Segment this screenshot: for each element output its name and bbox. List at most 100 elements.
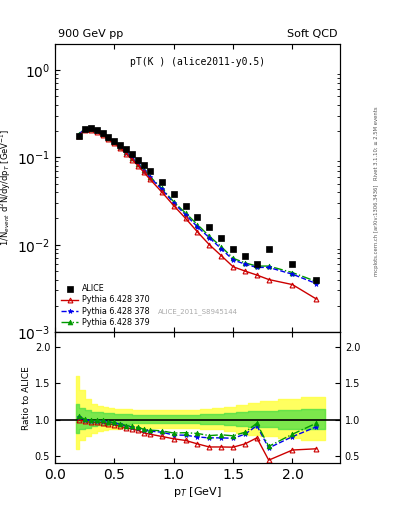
Legend: ALICE, Pythia 6.428 370, Pythia 6.428 378, Pythia 6.428 379: ALICE, Pythia 6.428 370, Pythia 6.428 37… [59,283,151,328]
Line: Pythia 6.428 378: Pythia 6.428 378 [76,126,319,286]
Pythia 6.428 378 [100,131,105,137]
Pythia 6.428 379 [231,255,235,261]
Pythia 6.428 370 [231,264,235,270]
Pythia 6.428 379 [83,126,87,132]
ALICE [242,252,247,259]
Pythia 6.428 370 [183,216,188,222]
ALICE [100,130,105,136]
Pythia 6.428 379 [219,244,224,250]
Pythia 6.428 379 [266,263,271,269]
Pythia 6.428 378 [242,261,247,267]
Pythia 6.428 378 [195,224,200,230]
ALICE [231,246,235,252]
ALICE [207,224,212,230]
Pythia 6.428 379 [142,167,147,174]
Pythia 6.428 378 [266,264,271,270]
Pythia 6.428 370 [207,242,212,248]
ALICE [106,134,111,140]
ALICE [130,151,134,157]
Pythia 6.428 370 [314,296,319,302]
ALICE [255,261,259,267]
ALICE [112,138,117,144]
Line: Pythia 6.428 370: Pythia 6.428 370 [76,127,319,302]
Text: Rivet 3.1.10; ≥ 2.5M events: Rivet 3.1.10; ≥ 2.5M events [374,106,379,180]
Pythia 6.428 378 [148,174,152,180]
Pythia 6.428 370 [112,140,117,146]
ALICE [118,141,123,147]
Pythia 6.428 378 [231,257,235,263]
ALICE [314,276,319,283]
Pythia 6.428 379 [255,263,259,269]
Pythia 6.428 370 [76,133,81,139]
Pythia 6.428 378 [136,161,140,167]
Pythia 6.428 370 [160,189,164,195]
Pythia 6.428 378 [112,139,117,145]
Pythia 6.428 378 [83,126,87,132]
ALICE [266,246,271,252]
Pythia 6.428 378 [142,168,147,174]
Pythia 6.428 379 [171,199,176,205]
Pythia 6.428 379 [148,174,152,180]
Pythia 6.428 379 [242,260,247,266]
Pythia 6.428 370 [124,151,129,157]
ALICE [88,125,93,131]
Pythia 6.428 379 [112,139,117,145]
Pythia 6.428 378 [76,132,81,138]
Pythia 6.428 379 [88,125,93,132]
ALICE [219,234,224,241]
Pythia 6.428 370 [219,252,224,259]
ALICE [94,127,99,133]
Pythia 6.428 370 [255,272,259,278]
Pythia 6.428 370 [100,132,105,138]
Line: Pythia 6.428 379: Pythia 6.428 379 [76,126,319,284]
Pythia 6.428 370 [83,127,87,133]
Pythia 6.428 370 [136,163,140,169]
Pythia 6.428 370 [290,282,295,288]
Text: Soft QCD: Soft QCD [286,29,337,39]
Pythia 6.428 379 [106,135,111,141]
Pythia 6.428 370 [94,129,99,135]
Pythia 6.428 370 [142,169,147,176]
Pythia 6.428 379 [124,149,129,155]
Pythia 6.428 370 [171,203,176,209]
Pythia 6.428 370 [106,136,111,142]
Pythia 6.428 379 [118,144,123,150]
Pythia 6.428 379 [94,127,99,134]
ALICE [136,157,140,163]
ALICE [160,179,164,185]
Text: 900 GeV pp: 900 GeV pp [58,29,123,39]
ALICE [171,191,176,197]
Pythia 6.428 378 [219,246,224,252]
Pythia 6.428 378 [130,155,134,161]
ALICE [148,168,152,174]
Pythia 6.428 379 [207,233,212,239]
Pythia 6.428 379 [183,210,188,216]
Pythia 6.428 379 [195,222,200,228]
Pythia 6.428 379 [76,131,81,137]
Pythia 6.428 378 [290,271,295,278]
Pythia 6.428 379 [290,269,295,275]
Pythia 6.428 378 [94,127,99,134]
Pythia 6.428 370 [148,176,152,182]
Line: ALICE: ALICE [75,125,320,283]
Pythia 6.428 379 [160,185,164,191]
Pythia 6.428 370 [195,229,200,235]
ALICE [142,162,147,168]
Pythia 6.428 378 [106,135,111,141]
Pythia 6.428 378 [118,144,123,150]
Pythia 6.428 379 [314,279,319,285]
Pythia 6.428 370 [242,268,247,274]
ALICE [76,133,81,139]
Pythia 6.428 370 [88,126,93,133]
ALICE [183,203,188,209]
Pythia 6.428 378 [314,281,319,287]
Pythia 6.428 378 [124,150,129,156]
Text: ALICE_2011_S8945144: ALICE_2011_S8945144 [158,309,237,315]
Pythia 6.428 378 [255,264,259,270]
Pythia 6.428 378 [88,125,93,132]
Pythia 6.428 378 [171,200,176,206]
Pythia 6.428 378 [183,211,188,218]
Pythia 6.428 378 [207,234,212,241]
Pythia 6.428 370 [266,276,271,283]
Text: pT(K ) (alice2011-y0.5): pT(K ) (alice2011-y0.5) [130,56,265,67]
